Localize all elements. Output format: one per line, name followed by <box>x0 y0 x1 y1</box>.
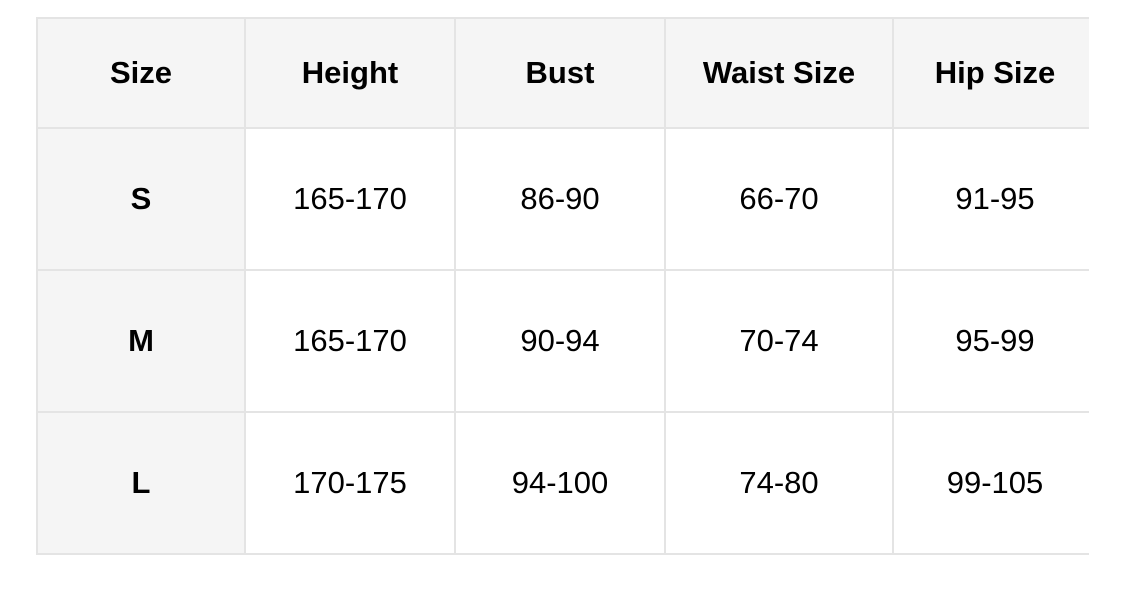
header-row: Size Height Bust Waist Size Hip Size <box>36 17 1089 129</box>
header-height: Height <box>244 17 456 129</box>
size-chart: Size Height Bust Waist Size Hip Size S 1… <box>36 17 1089 555</box>
header-bust: Bust <box>454 17 666 129</box>
header-waist-size: Waist Size <box>664 17 894 129</box>
cell-waist: 74-80 <box>664 411 894 555</box>
cell-size: M <box>36 269 246 413</box>
cell-bust: 94-100 <box>454 411 666 555</box>
table-row: S 165-170 86-90 66-70 91-95 <box>36 127 1089 271</box>
table-row: M 165-170 90-94 70-74 95-99 <box>36 269 1089 413</box>
cell-bust: 86-90 <box>454 127 666 271</box>
header-size: Size <box>36 17 246 129</box>
table-row: L 170-175 94-100 74-80 99-105 <box>36 411 1089 555</box>
cell-height: 165-170 <box>244 127 456 271</box>
cell-hip: 95-99 <box>892 269 1089 413</box>
cell-hip: 91-95 <box>892 127 1089 271</box>
cell-height: 165-170 <box>244 269 456 413</box>
cell-height: 170-175 <box>244 411 456 555</box>
cell-waist: 66-70 <box>664 127 894 271</box>
header-hip-size: Hip Size <box>892 17 1089 129</box>
cell-hip: 99-105 <box>892 411 1089 555</box>
cell-size: S <box>36 127 246 271</box>
cell-size: L <box>36 411 246 555</box>
cell-bust: 90-94 <box>454 269 666 413</box>
cell-waist: 70-74 <box>664 269 894 413</box>
size-chart-table: Size Height Bust Waist Size Hip Size S 1… <box>36 17 1089 555</box>
